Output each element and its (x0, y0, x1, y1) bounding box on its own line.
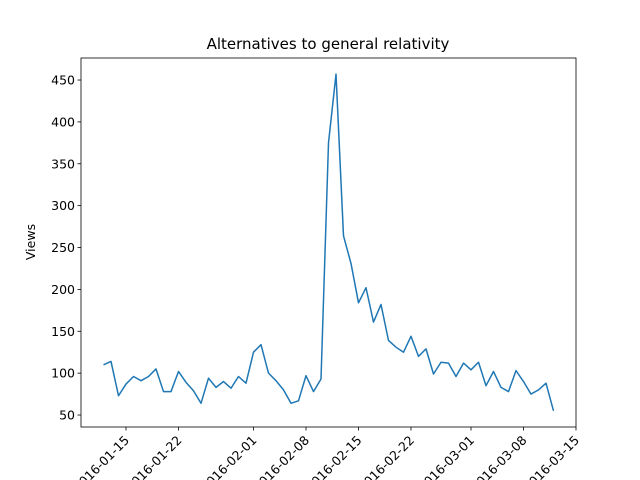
x-tick-label: 2016-03-15 (520, 433, 582, 480)
y-tick-label: 150 (51, 324, 75, 339)
y-tick-label: 300 (51, 198, 75, 213)
chart-title: Alternatives to general relativity (207, 35, 450, 53)
data-line (103, 73, 555, 412)
plot-frame (80, 57, 577, 428)
x-tick-label: 2016-02-01 (198, 433, 260, 480)
x-tick-label: 2016-03-01 (415, 433, 477, 480)
y-tick-label: 250 (51, 240, 75, 255)
x-tick-label: 2016-03-08 (468, 432, 530, 480)
x-tick-label: 2016-02-22 (355, 433, 417, 480)
y-tick-label: 50 (59, 408, 75, 423)
x-tick-label: 2016-02-08 (250, 432, 312, 480)
x-tick-label: 2016-01-22 (123, 433, 185, 480)
x-tick-label: 2016-01-15 (70, 433, 132, 480)
y-tick-label: 400 (51, 114, 75, 129)
y-axis-label: Views (23, 224, 38, 260)
y-tick-label: 200 (51, 282, 75, 297)
y-tick-label: 450 (51, 73, 75, 88)
y-tick-label: 100 (51, 366, 75, 381)
y-tick-label: 350 (51, 156, 75, 171)
x-tick-label: 2016-02-15 (303, 433, 365, 480)
